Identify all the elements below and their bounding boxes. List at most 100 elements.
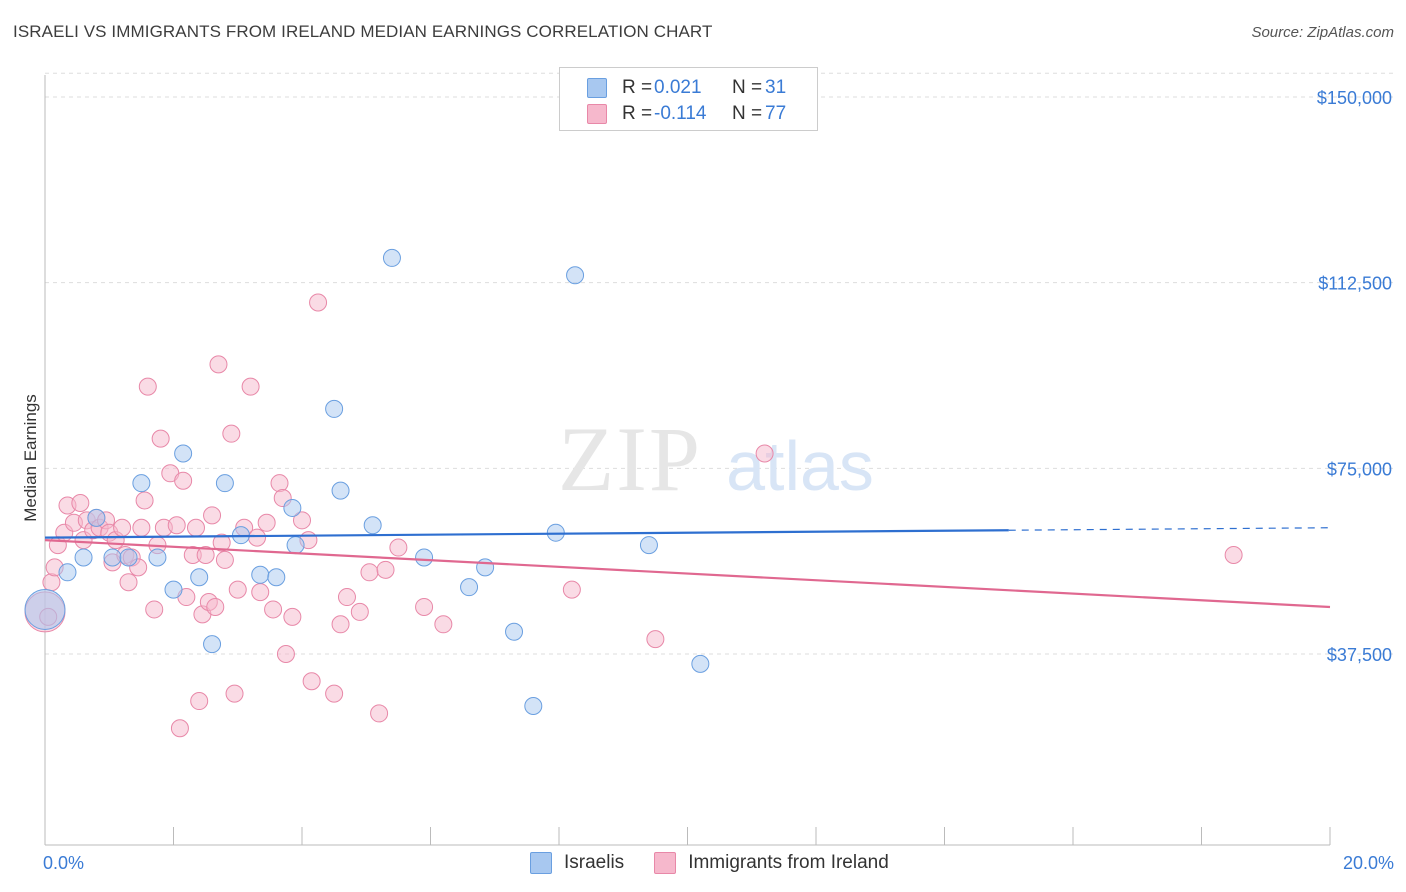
ireland-point: [309, 293, 328, 312]
x-tick-label: 0.0%: [43, 853, 84, 873]
ireland-point: [562, 580, 581, 599]
y-tick-label: $37,500: [1327, 645, 1392, 665]
israelis-point: [251, 565, 270, 584]
legend-n-value: 77: [765, 103, 787, 124]
y-tick-label: $112,500: [1318, 274, 1392, 294]
y-axis-label: Median Earnings: [21, 394, 40, 522]
chart-source: Source: ZipAtlas.com: [1251, 24, 1394, 41]
watermark-zip: ZIP: [558, 408, 702, 510]
israelis-point: [524, 696, 543, 715]
ireland-point: [151, 429, 170, 448]
axes: [44, 75, 1331, 846]
y-tick-label: $150,000: [1317, 88, 1392, 108]
israelis-point: [415, 548, 434, 567]
legend-swatch-ireland: [587, 104, 607, 124]
legend-swatch-ireland: [654, 852, 677, 874]
ireland-point: [209, 355, 228, 374]
israelis-point: [215, 474, 234, 493]
series-legend: Israelis Immigrants from Ireland: [530, 852, 919, 874]
ireland-point: [257, 513, 276, 532]
israelis-point: [103, 548, 122, 567]
trend-line-israelis: [44, 529, 1009, 539]
ireland-point: [167, 516, 186, 535]
watermark: ZIP atlas: [558, 408, 874, 510]
correlation-legend: R = 0.021 N = 31 R = -0.114 N = 77: [559, 67, 818, 131]
ireland-point: [190, 692, 209, 711]
ireland-point: [170, 719, 189, 738]
legend-label-ireland: Immigrants from Ireland: [688, 852, 889, 873]
watermark-atlas: atlas: [726, 427, 874, 505]
israelis-point: [174, 444, 193, 463]
israelis-point: [325, 399, 344, 418]
ireland-point: [276, 645, 295, 663]
israelis-point: [691, 654, 710, 673]
ireland-point: [434, 615, 453, 634]
ireland-point: [212, 533, 231, 552]
ireland-point: [337, 588, 356, 607]
israelis-point: [58, 563, 77, 582]
legend-n-label: N =: [732, 103, 763, 124]
israelis-point: [286, 536, 305, 555]
legend-label-israelis: Israelis: [564, 852, 625, 873]
israelis-point: [203, 635, 222, 654]
israelis-point: [476, 558, 495, 577]
israelis-point: [382, 248, 401, 267]
ireland-point: [389, 538, 408, 557]
legend-row-israelis: R = 0.021 N = 31: [560, 74, 786, 102]
ireland-point: [350, 602, 369, 621]
ireland-point: [225, 684, 244, 703]
ireland-point: [415, 597, 434, 616]
israelis-point: [87, 508, 106, 527]
israelis-point: [132, 474, 151, 493]
ireland-point: [241, 377, 260, 396]
ireland-point: [270, 474, 289, 493]
israelis-point: [566, 266, 585, 285]
ireland-point: [145, 600, 164, 619]
ireland-point: [196, 545, 215, 564]
ireland-point: [228, 580, 247, 599]
chart-title: ISRAELI VS IMMIGRANTS FROM IRELAND MEDIA…: [13, 22, 713, 41]
ireland-point: [174, 471, 193, 490]
series-israelis: [24, 248, 710, 715]
ireland-point: [293, 511, 311, 530]
y-tick-label: $75,000: [1327, 459, 1392, 479]
israelis-point: [363, 516, 382, 535]
trend-line-israelis-extension: [1008, 527, 1331, 531]
ireland-point: [138, 377, 157, 396]
israelis-point: [505, 622, 524, 641]
israelis-point: [148, 548, 167, 567]
x-tick-label: 20.0%: [1343, 853, 1394, 873]
ireland-point: [222, 424, 241, 443]
ireland-point: [132, 518, 151, 537]
ireland-point: [135, 491, 154, 510]
israelis-point: [164, 580, 183, 599]
ireland-point: [331, 615, 350, 634]
legend-swatch-israelis: [530, 852, 552, 874]
ireland-point: [203, 506, 222, 525]
israelis-point: [24, 588, 66, 630]
ireland-point: [251, 583, 270, 602]
ireland-point: [283, 607, 302, 626]
ireland-point: [370, 704, 389, 723]
legend-item-ireland[interactable]: Immigrants from Ireland: [654, 852, 889, 874]
legend-r-value: 0.021: [654, 77, 702, 98]
ireland-point: [119, 573, 138, 592]
grid-lines: [45, 72, 1395, 655]
legend-r-value: -0.114: [654, 103, 707, 124]
ireland-point: [376, 560, 395, 579]
legend-item-israelis[interactable]: Israelis: [530, 852, 624, 874]
israelis-point: [267, 568, 286, 587]
trend-line-ireland: [44, 539, 1331, 609]
israelis-point: [331, 481, 350, 500]
trend-lines: [44, 527, 1331, 609]
legend-r-label: R =: [622, 77, 653, 98]
ireland-point: [755, 444, 774, 463]
ireland-point: [42, 573, 61, 592]
ireland-point: [646, 630, 665, 649]
israelis-point: [283, 498, 302, 517]
ireland-point: [248, 528, 267, 547]
legend-swatch-israelis: [587, 78, 607, 98]
tick-labels: $150,000 $112,500 $75,000 $37,500 0.0% 20.0%: [43, 88, 1394, 873]
israelis-point: [119, 548, 138, 567]
